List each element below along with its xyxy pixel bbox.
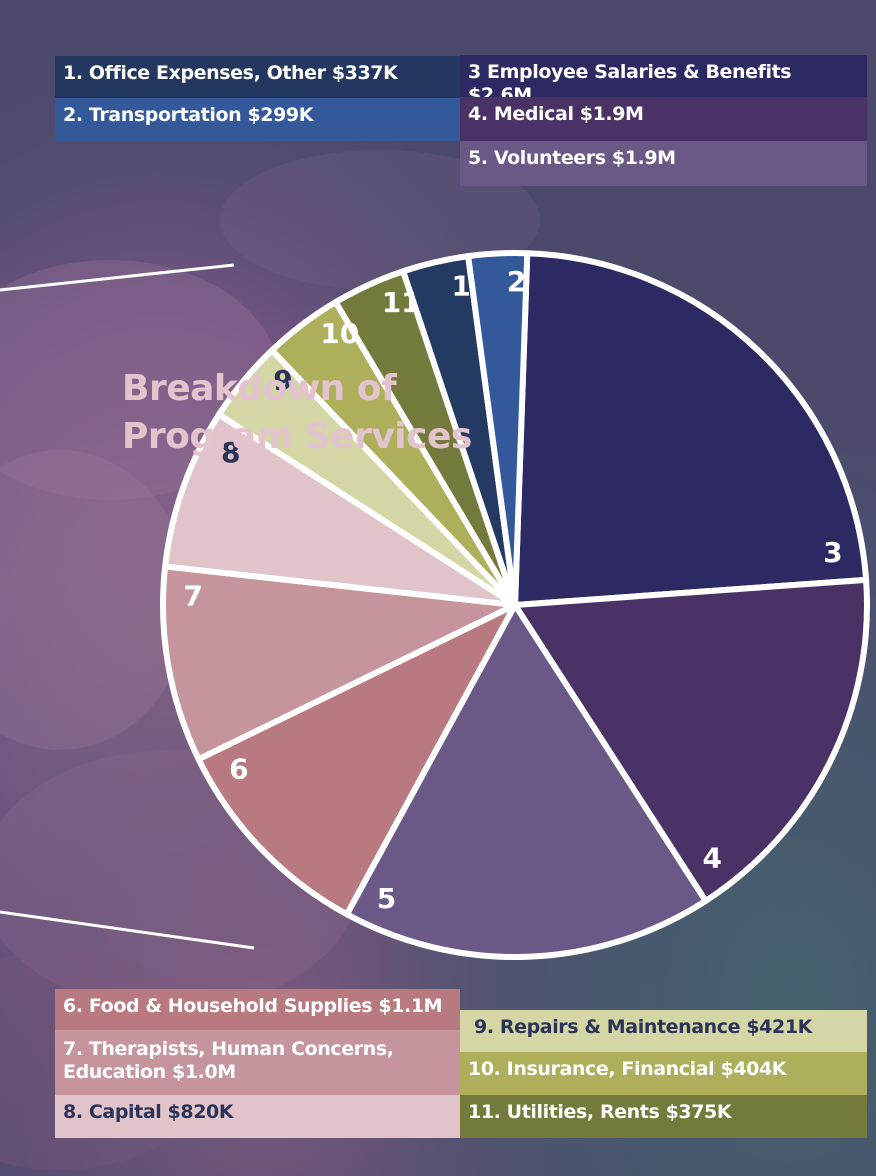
legend-label-6: 6. Food & Household Supplies $1.1M bbox=[63, 995, 443, 1017]
legend-item-9: 9. Repairs & Maintenance $421K bbox=[460, 1010, 867, 1052]
pie-slice-label-11: 11 bbox=[382, 286, 421, 319]
legend-label-4: 4. Medical $1.9M bbox=[468, 103, 644, 125]
chart-title-line-2: Program Services bbox=[122, 416, 472, 457]
pie-slice-label-8: 8 bbox=[221, 436, 240, 469]
chart-title-line-1: Breakdown of bbox=[122, 368, 397, 409]
pie-slice-7 bbox=[160, 563, 518, 763]
pie-slice-5 bbox=[343, 602, 709, 960]
legend-label-5: 5. Volunteers $1.9M bbox=[468, 147, 676, 169]
decorative-line-top bbox=[0, 263, 235, 292]
legend-label-11: 11. Utilities, Rents $375K bbox=[468, 1101, 732, 1123]
legend-item-11: 11. Utilities, Rents $375K bbox=[460, 1095, 867, 1138]
legend-label-10: 10. Insurance, Financial $404K bbox=[468, 1058, 787, 1080]
pie-slice-label-5: 5 bbox=[377, 882, 396, 915]
pie-slice-label-2: 2 bbox=[507, 265, 526, 298]
legend-item-5: 5. Volunteers $1.9M bbox=[460, 141, 867, 186]
legend-item-10: 10. Insurance, Financial $404K bbox=[460, 1052, 867, 1095]
pie-slice-label-7: 7 bbox=[183, 580, 202, 613]
legend-item-8: 8. Capital $820K bbox=[55, 1095, 460, 1138]
pie-slice-4 bbox=[512, 576, 870, 904]
legend-item-1: 1. Office Expenses, Other $337K bbox=[55, 56, 460, 98]
decorative-line-bottom bbox=[0, 910, 255, 950]
pie-slice-2 bbox=[465, 250, 531, 608]
pie-slice-label-1: 1 bbox=[452, 270, 471, 303]
legend-label-7: 7. Therapists, Human Concerns, Education… bbox=[63, 1038, 394, 1083]
legend-item-4: 4. Medical $1.9M bbox=[460, 97, 867, 141]
legend-item-2: 2. Transportation $299K bbox=[55, 98, 460, 141]
legend-item-6: 6. Food & Household Supplies $1.1M bbox=[55, 989, 460, 1030]
pie-slice-label-9: 9 bbox=[273, 364, 292, 397]
legend-item-7: 7. Therapists, Human Concerns, Education… bbox=[55, 1030, 460, 1095]
pie-slice-label-3: 3 bbox=[823, 536, 842, 569]
pie-slice-8 bbox=[162, 411, 518, 608]
pie-slice-label-4: 4 bbox=[703, 842, 722, 875]
legend-label-1: 1. Office Expenses, Other $337K bbox=[63, 62, 398, 84]
pie-slice-3 bbox=[512, 250, 870, 608]
pie-slice-label-6: 6 bbox=[229, 753, 248, 786]
pie-slice-label-10: 10 bbox=[320, 317, 359, 350]
legend-label-2: 2. Transportation $299K bbox=[63, 104, 314, 126]
legend-label-9: 9. Repairs & Maintenance $421K bbox=[474, 1016, 812, 1038]
pie-slice-6 bbox=[195, 602, 518, 918]
legend-label-8: 8. Capital $820K bbox=[63, 1101, 234, 1123]
